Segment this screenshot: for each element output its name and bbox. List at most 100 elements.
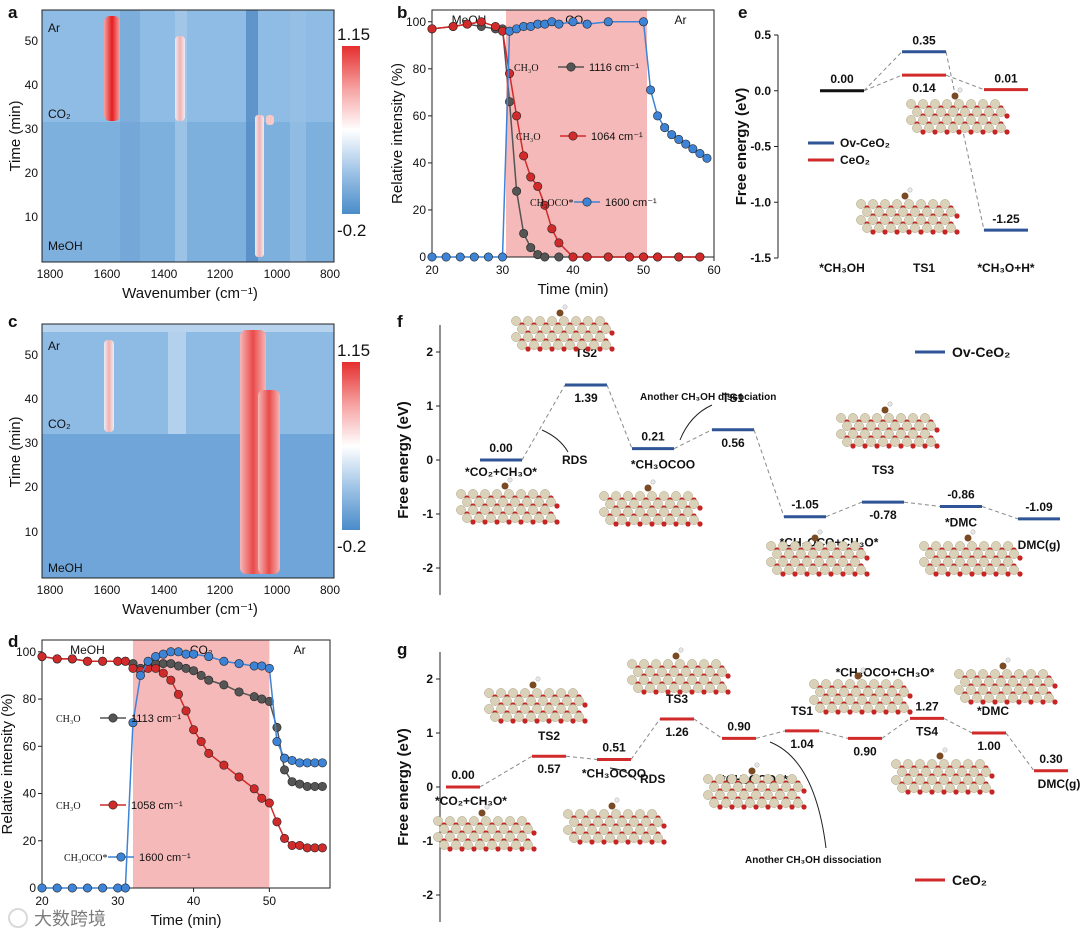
panel-a-ytick: 10 bbox=[25, 210, 39, 224]
ce-atom bbox=[856, 565, 866, 575]
ce-atom bbox=[457, 816, 467, 826]
data-point bbox=[264, 696, 274, 706]
ce-atom bbox=[468, 489, 478, 499]
ce-atom bbox=[951, 759, 961, 769]
ce-atom bbox=[815, 687, 825, 697]
o-atom bbox=[506, 519, 512, 525]
o-atom bbox=[549, 346, 555, 352]
ce-atom bbox=[683, 507, 693, 517]
o-atom bbox=[697, 521, 703, 527]
ce-atom bbox=[997, 565, 1007, 575]
panel-c-annot-meoh: MeOH bbox=[48, 561, 83, 575]
o-atom bbox=[753, 804, 759, 810]
state-name: *CO₂+CH₃O* bbox=[465, 465, 537, 479]
ce-atom bbox=[772, 549, 782, 559]
ce-atom bbox=[945, 767, 955, 777]
connector bbox=[943, 717, 973, 734]
ce-atom bbox=[963, 759, 973, 769]
ce-atom bbox=[745, 798, 755, 808]
ce-atom bbox=[599, 809, 609, 819]
h-atom bbox=[535, 676, 541, 682]
x-tick-label: 30 bbox=[111, 894, 125, 908]
ce-atom bbox=[955, 541, 965, 551]
ce-atom bbox=[933, 783, 943, 793]
ce-atom bbox=[611, 507, 621, 517]
ce-atom bbox=[778, 541, 788, 551]
panel-a-streak bbox=[290, 10, 306, 262]
o-atom bbox=[661, 839, 667, 845]
o-atom bbox=[510, 718, 516, 724]
o-atom bbox=[977, 789, 983, 795]
ce-atom bbox=[523, 840, 533, 850]
ce-atom bbox=[904, 199, 914, 209]
catalyst-slab-image bbox=[484, 676, 588, 724]
connector bbox=[565, 755, 598, 760]
data-point bbox=[448, 21, 458, 31]
ce-atom bbox=[617, 817, 627, 827]
catalyst-slab-image bbox=[766, 529, 870, 577]
h-atom bbox=[1005, 657, 1011, 663]
y-tick-label: 0 bbox=[426, 453, 433, 467]
connector bbox=[1005, 732, 1035, 772]
data-point bbox=[310, 758, 320, 768]
data-point bbox=[37, 652, 47, 662]
o-atom bbox=[525, 346, 531, 352]
connector bbox=[945, 51, 985, 231]
o-atom bbox=[649, 839, 655, 845]
ce-atom bbox=[984, 693, 994, 703]
legend-species: CH₃OCO* bbox=[530, 198, 574, 209]
o-atom bbox=[981, 571, 987, 577]
o-atom bbox=[907, 693, 913, 699]
o-atom bbox=[498, 718, 504, 724]
panel-c-xtick: 1800 bbox=[37, 583, 64, 597]
adsorbate-atom bbox=[556, 309, 564, 317]
y-tick-label: 2 bbox=[426, 672, 433, 686]
data-point bbox=[67, 654, 77, 664]
ce-atom bbox=[593, 817, 603, 827]
ce-atom bbox=[486, 513, 496, 523]
ce-atom bbox=[510, 513, 520, 523]
ce-atom bbox=[522, 513, 532, 523]
data-point bbox=[166, 659, 176, 669]
ce-atom bbox=[820, 565, 830, 575]
ce-atom bbox=[577, 324, 587, 334]
o-atom bbox=[969, 571, 975, 577]
ce-atom bbox=[1003, 557, 1013, 567]
ce-atom bbox=[629, 515, 639, 525]
ce-atom bbox=[709, 798, 719, 808]
ce-atom bbox=[1032, 677, 1042, 687]
energy-value: 0.01 bbox=[994, 72, 1018, 86]
o-atom bbox=[1052, 699, 1058, 705]
state-name: *CH₃OCOO bbox=[582, 766, 646, 780]
o-atom bbox=[965, 789, 971, 795]
ce-atom bbox=[562, 712, 572, 722]
ce-atom bbox=[1002, 685, 1012, 695]
o-atom bbox=[932, 129, 938, 135]
ce-atom bbox=[511, 840, 521, 850]
ce-atom bbox=[493, 816, 503, 826]
ce-atom bbox=[1009, 565, 1019, 575]
ce-atom bbox=[878, 437, 888, 447]
y-axis-title: Free energy (eV) bbox=[395, 728, 412, 846]
ce-atom bbox=[689, 499, 699, 509]
ce-atom bbox=[928, 215, 938, 225]
legend-marker bbox=[568, 131, 578, 141]
panel-a-xtick: 1800 bbox=[37, 267, 64, 281]
ce-atom bbox=[611, 491, 621, 501]
panel-a-xtick: 1000 bbox=[264, 267, 291, 281]
ce-atom bbox=[717, 667, 727, 677]
panel-a-signal-1600 bbox=[104, 16, 120, 121]
ce-atom bbox=[516, 505, 526, 515]
ce-atom bbox=[599, 507, 609, 517]
ce-atom bbox=[595, 332, 605, 342]
ce-atom bbox=[845, 695, 855, 705]
data-point bbox=[582, 19, 592, 29]
o-atom bbox=[459, 846, 465, 852]
o-atom bbox=[1004, 113, 1010, 119]
panel-f: f 2 1 0 -1 -2 Free energy (eV) 0.00 *CO₂+CH₃O* 1… bbox=[395, 312, 1060, 595]
energy-value: 0.30 bbox=[1039, 752, 1063, 766]
ce-atom bbox=[930, 115, 940, 125]
ce-atom bbox=[665, 499, 675, 509]
o-atom bbox=[895, 709, 901, 715]
ce-atom bbox=[893, 679, 903, 689]
